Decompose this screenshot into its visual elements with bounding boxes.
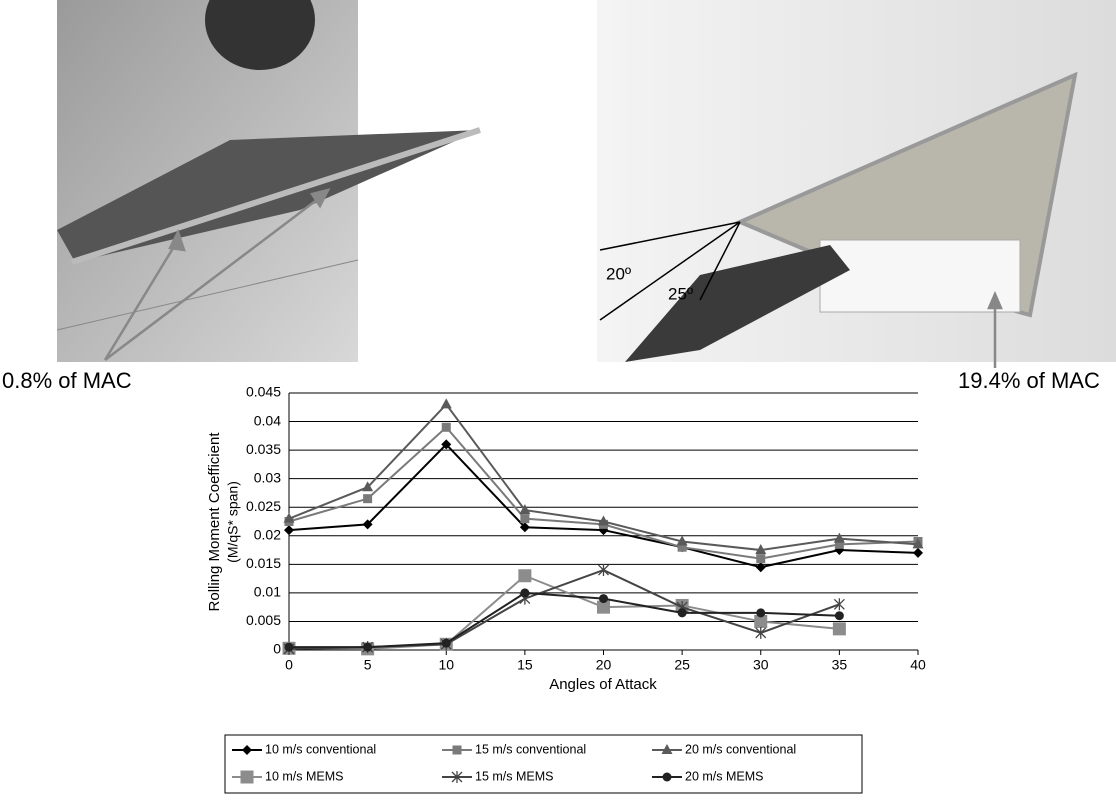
legend-label: 15 m/s conventional: [475, 742, 586, 756]
marker: [833, 622, 846, 635]
x-tick-label: 30: [753, 657, 769, 673]
x-tick-label: 0: [285, 657, 293, 673]
legend-label: 20 m/s conventional: [685, 742, 796, 756]
y-tick-label: 0.035: [246, 441, 281, 457]
x-tick-label: 35: [832, 657, 848, 673]
marker: [834, 533, 845, 543]
y-tick-label: 0.04: [254, 412, 281, 428]
marker: [363, 494, 372, 503]
marker: [520, 588, 529, 597]
marker: [241, 771, 254, 784]
x-tick-label: 5: [364, 657, 372, 673]
y-tick-label: 0.005: [246, 612, 281, 628]
y-axis-label: (M/qS* span): [225, 481, 241, 563]
marker: [834, 598, 844, 610]
marker: [678, 608, 687, 617]
marker: [285, 643, 294, 652]
marker: [363, 643, 372, 652]
marker: [756, 627, 766, 639]
y-tick-label: 0.025: [246, 498, 281, 514]
annotation: 25º: [668, 284, 693, 303]
marker: [442, 639, 451, 648]
x-tick-label: 15: [517, 657, 533, 673]
photo-left: [57, 0, 480, 362]
x-tick-label: 10: [438, 657, 454, 673]
y-tick-label: 0.045: [246, 384, 281, 400]
series-line: [289, 444, 918, 567]
marker: [284, 525, 294, 535]
marker: [520, 514, 529, 523]
legend-label: 20 m/s MEMS: [685, 769, 764, 783]
marker: [756, 562, 766, 572]
marker: [835, 611, 844, 620]
marker: [441, 398, 452, 408]
y-tick-label: 0.01: [254, 584, 281, 600]
x-tick-label: 40: [910, 657, 926, 673]
y-tick-label: 0.015: [246, 555, 281, 571]
marker: [913, 548, 923, 558]
y-tick-label: 0.02: [254, 526, 281, 542]
legend-label: 10 m/s conventional: [265, 742, 376, 756]
x-tick-label: 20: [596, 657, 612, 673]
photo-right: [597, 0, 1116, 362]
marker: [663, 773, 672, 782]
figure: 0.8% of MAC 19.4% of MAC 20º 25º Angles …: [0, 0, 1116, 798]
annotation: 0.8% of MAC: [2, 368, 132, 393]
annotation: 20º: [606, 264, 631, 283]
y-tick-label: 0.03: [254, 469, 281, 485]
legend-label: 15 m/s MEMS: [475, 769, 554, 783]
legend-label: 10 m/s MEMS: [265, 769, 344, 783]
marker: [453, 746, 462, 755]
marker: [599, 564, 609, 576]
y-axis-label: Rolling Moment Coefficient: [206, 432, 223, 612]
marker: [756, 554, 765, 563]
marker: [599, 594, 608, 603]
marker: [756, 608, 765, 617]
annotation: 19.4% of MAC: [958, 368, 1100, 393]
x-axis-label: Angles of Attack: [549, 676, 657, 693]
x-tick-label: 25: [674, 657, 690, 673]
y-tick-label: 0: [273, 641, 281, 657]
marker: [442, 423, 451, 432]
series-line: [289, 427, 918, 558]
marker: [518, 569, 531, 582]
